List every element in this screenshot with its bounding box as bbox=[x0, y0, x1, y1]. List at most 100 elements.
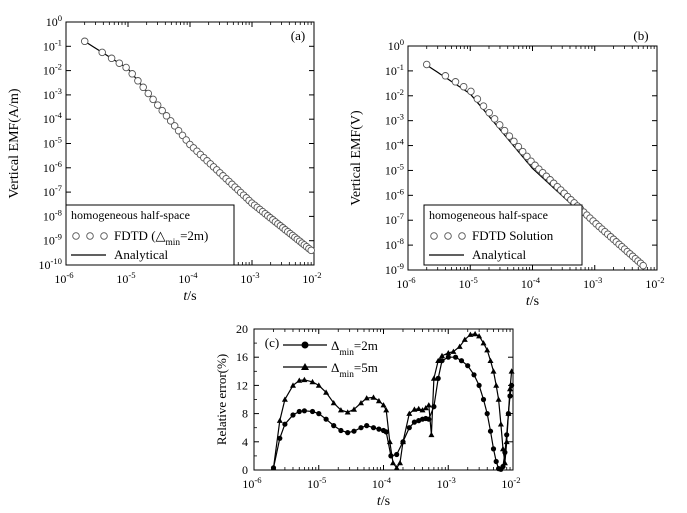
legend-circle-marker bbox=[301, 341, 309, 349]
dmin-2m-point bbox=[301, 408, 307, 414]
fdtd-point bbox=[98, 48, 106, 57]
y-tick-label: 16 bbox=[236, 350, 248, 364]
fdtd-point bbox=[80, 37, 89, 46]
fdtd-point bbox=[518, 147, 527, 156]
dmin-2m-point bbox=[471, 372, 477, 378]
dmin-5m-point bbox=[309, 378, 316, 385]
dmin-5m-point bbox=[456, 343, 463, 349]
dmin-5m-point bbox=[445, 350, 452, 356]
dmin-2m-point bbox=[487, 428, 494, 434]
dmin-2m-point bbox=[290, 412, 296, 418]
y-tick-label: 10-4 bbox=[385, 137, 405, 153]
chart-panel-b: 10-6 10-5 10-4 10-3 10-2 100 10-1 10-2 10-3 10-4 1… bbox=[349, 28, 665, 309]
dmin-5m-point bbox=[484, 347, 491, 353]
fdtd-point bbox=[639, 261, 647, 270]
dmin-5m-point bbox=[439, 352, 445, 359]
dmin-5m-point bbox=[330, 400, 337, 406]
y-tick-label: 10-3 bbox=[385, 112, 404, 128]
dmin-5m-point bbox=[386, 438, 393, 445]
dmin-5m-point bbox=[296, 377, 303, 383]
fdtd-point bbox=[510, 137, 518, 146]
dmin-2m-point bbox=[358, 425, 364, 431]
dmin-2m-point bbox=[493, 458, 499, 465]
x-tick-label: 10-5 bbox=[459, 275, 478, 291]
dmin-2m-point bbox=[296, 408, 302, 415]
y-tick-label: 10-5 bbox=[385, 161, 404, 177]
dmin-5m-point bbox=[428, 431, 435, 438]
y-axis-label: Vertical EMF(A/m) bbox=[7, 88, 22, 198]
fdtd-point bbox=[307, 246, 315, 255]
dmin-2m-point bbox=[331, 423, 337, 429]
dmin-5m-point bbox=[290, 382, 296, 388]
y-tick-label: 10-2 bbox=[43, 62, 62, 78]
dmin-5m-point bbox=[337, 407, 344, 413]
legend-fdtd-label: FDTD Solution bbox=[472, 228, 554, 243]
fdtd-point bbox=[495, 121, 504, 129]
dmin-2m-point bbox=[465, 363, 471, 369]
x-tick-label: 10-5 bbox=[116, 270, 135, 286]
x-axis-label: t/s bbox=[526, 294, 539, 309]
dmin-5m-point bbox=[501, 459, 508, 466]
dmin-5m-point bbox=[383, 407, 390, 413]
dmin-5m-point bbox=[358, 400, 364, 406]
y-axis-label: Relative error(%) bbox=[214, 354, 229, 445]
fdtd-point bbox=[505, 132, 514, 140]
dmin-5m-point bbox=[505, 410, 512, 416]
legend-analytical-label: Analytical bbox=[114, 247, 169, 262]
panel-label: (b) bbox=[633, 28, 648, 43]
dmin-5m-point bbox=[495, 396, 502, 402]
fdtd-point bbox=[174, 126, 183, 135]
dmin-5m-point bbox=[480, 340, 487, 346]
dmin-5m-point bbox=[281, 396, 288, 402]
x-tick-label: 10-3 bbox=[583, 275, 602, 291]
dmin-2m-point bbox=[309, 408, 316, 415]
dmin-2m-point bbox=[383, 429, 389, 435]
fdtd-point bbox=[153, 101, 162, 109]
dmin-2m-point bbox=[439, 358, 445, 364]
panel-label: (c) bbox=[265, 335, 279, 350]
dmin-5m-point bbox=[276, 417, 283, 423]
legend-circle-marker bbox=[72, 232, 80, 240]
fdtd-point bbox=[115, 59, 124, 67]
dmin-5m-point bbox=[461, 336, 468, 342]
dmin-5m-point bbox=[390, 459, 396, 466]
legend-circle-marker bbox=[100, 232, 108, 240]
dmin-5m-point bbox=[375, 397, 382, 404]
y-tick-label: 10-10 bbox=[39, 256, 63, 272]
dmin-2m-point bbox=[338, 427, 344, 434]
x-tick-label: 10-4 bbox=[372, 475, 392, 491]
legend-fdtd-label: FDTD (△min=2m) bbox=[114, 228, 208, 248]
y-tick-label: 100 bbox=[46, 13, 62, 29]
fdtd-point bbox=[166, 117, 175, 125]
dmin-2m-point bbox=[323, 416, 329, 422]
dmin-5m-point bbox=[415, 405, 422, 411]
x-tick-label: 10-2 bbox=[302, 270, 321, 286]
dmin-5m-point bbox=[315, 382, 322, 388]
dmin-2m-point bbox=[277, 435, 283, 441]
fdtd-point bbox=[134, 77, 142, 85]
x-tick-label: 10-2 bbox=[501, 475, 520, 491]
dmin-5m-point bbox=[508, 368, 515, 374]
fdtd-point bbox=[467, 87, 475, 96]
panel-label: (a) bbox=[291, 28, 305, 43]
dmin-2m-point bbox=[406, 425, 412, 431]
dmin-5m-point bbox=[472, 330, 479, 337]
dmin-5m-point bbox=[476, 333, 483, 339]
legend-circle-marker bbox=[430, 232, 438, 240]
x-tick-label: 10-3 bbox=[240, 270, 259, 286]
dmin-5m-point bbox=[411, 406, 418, 412]
y-tick-label: 10-1 bbox=[43, 37, 62, 53]
y-tick-label: 10-7 bbox=[43, 183, 63, 199]
x-axis-label: t/s bbox=[377, 494, 390, 509]
series-dmin-5m-line bbox=[272, 333, 513, 469]
dmin-2m-point bbox=[316, 411, 322, 417]
dmin-5m-point bbox=[370, 394, 377, 400]
fdtd-point bbox=[158, 106, 166, 115]
dmin-2m-point bbox=[376, 426, 382, 432]
dmin-2m-point bbox=[476, 382, 482, 388]
y-tick-label: 10-8 bbox=[43, 207, 62, 223]
dmin-5m-point bbox=[500, 445, 506, 452]
y-tick-label: 10-3 bbox=[43, 86, 62, 102]
legend-title: homogeneous half-space bbox=[429, 208, 548, 222]
